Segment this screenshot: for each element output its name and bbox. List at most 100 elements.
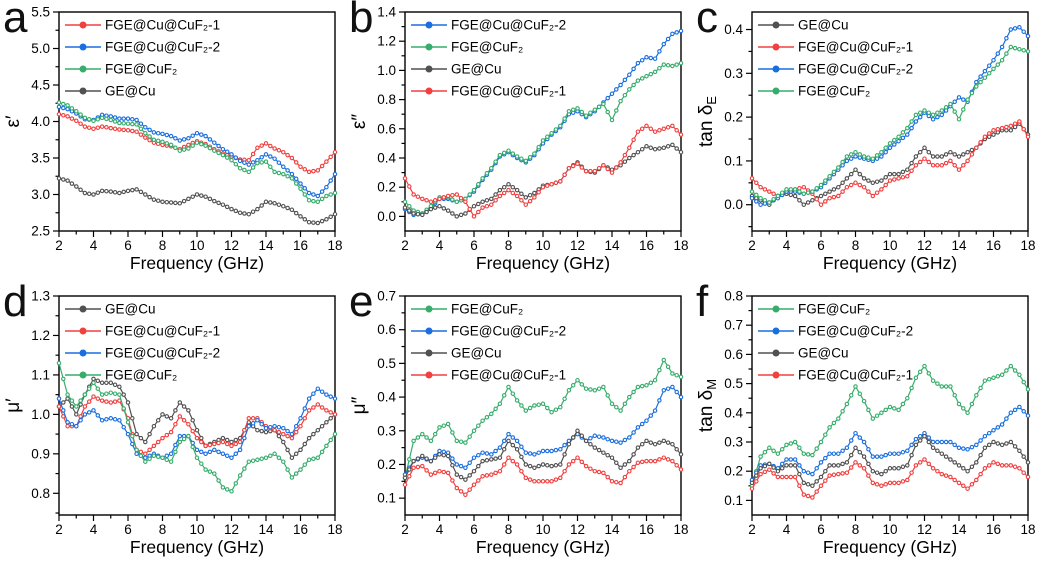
data-point-marker	[767, 189, 772, 194]
data-point-marker	[792, 463, 798, 468]
x-tick-label: 2	[748, 522, 756, 537]
data-point-marker	[99, 124, 105, 129]
data-point-marker	[95, 117, 101, 122]
x-tick-label: 16	[639, 522, 654, 537]
data-point-marker	[995, 441, 1001, 446]
data-point-marker	[510, 184, 516, 190]
data-point-marker	[1012, 45, 1018, 51]
data-point-marker	[836, 165, 841, 170]
data-point-marker	[315, 402, 321, 407]
data-point-marker	[250, 151, 256, 157]
data-point-marker	[285, 205, 290, 211]
data-point-marker	[476, 209, 481, 215]
data-point-marker	[532, 403, 537, 408]
data-point-marker	[480, 450, 485, 455]
data-point-marker	[420, 196, 425, 202]
y-tick-label: 1.2	[377, 34, 396, 49]
x-tick-label: 4	[436, 522, 444, 537]
data-point-marker	[657, 398, 662, 403]
legend-marker-icon	[79, 65, 87, 73]
data-point-marker	[805, 200, 811, 205]
data-point-marker	[263, 429, 269, 435]
data-point-marker	[216, 150, 221, 156]
data-point-marker	[592, 107, 598, 113]
data-point-marker	[866, 407, 871, 413]
legend-marker-icon	[772, 21, 780, 29]
legend-marker-icon	[425, 349, 433, 357]
data-point-marker	[91, 118, 96, 124]
data-point-marker	[324, 159, 329, 164]
data-point-marker	[220, 152, 226, 158]
data-point-marker	[523, 462, 529, 467]
data-point-marker	[614, 439, 619, 444]
data-point-marker	[948, 101, 953, 107]
data-point-marker	[644, 123, 649, 129]
data-point-marker	[527, 463, 533, 469]
data-point-marker	[471, 428, 477, 434]
panel-d-plot: 2 4 6 8 10 12 14 16 180.80.91.01.11.21.3Frequenc…	[3, 289, 343, 558]
data-point-marker	[160, 139, 165, 145]
data-point-marker	[306, 435, 312, 441]
data-point-marker	[61, 113, 66, 118]
data-point-marker	[631, 464, 636, 470]
data-point-marker	[622, 92, 628, 98]
data-point-marker	[246, 169, 252, 175]
data-point-marker	[844, 460, 850, 465]
data-point-marker	[56, 176, 62, 181]
data-point-marker	[289, 171, 295, 177]
x-tick-label: 16	[293, 238, 308, 253]
data-point-marker	[471, 455, 477, 460]
data-point-marker	[900, 175, 906, 180]
data-point-marker	[926, 439, 932, 445]
data-point-marker	[892, 171, 897, 177]
legend-marker-icon	[79, 327, 87, 335]
data-point-marker	[913, 112, 919, 118]
data-point-marker	[952, 393, 957, 398]
data-point-marker	[407, 467, 412, 472]
data-point-marker	[678, 132, 684, 137]
data-point-marker	[130, 433, 135, 439]
panel-c-letter: c	[696, 0, 718, 42]
data-point-marker	[199, 193, 204, 198]
data-point-marker	[943, 473, 949, 478]
data-point-marker	[463, 440, 468, 445]
legend-marker-icon	[425, 327, 433, 335]
data-point-marker	[982, 134, 988, 140]
data-point-marker	[562, 442, 567, 448]
data-point-marker	[463, 477, 468, 482]
data-point-marker	[199, 461, 204, 466]
data-point-marker	[467, 434, 472, 439]
data-point-marker	[194, 455, 200, 461]
data-point-marker	[844, 184, 850, 190]
data-point-marker	[484, 203, 490, 209]
data-point-marker	[827, 463, 832, 468]
data-point-marker	[216, 200, 221, 206]
data-point-marker	[147, 456, 152, 462]
data-point-marker	[775, 474, 781, 480]
x-tick-label: 4	[783, 238, 791, 253]
data-point-marker	[678, 28, 684, 34]
data-point-marker	[332, 149, 338, 155]
data-point-marker	[622, 159, 628, 164]
y-tick-label: 0.8	[31, 486, 50, 501]
data-point-marker	[319, 189, 325, 194]
data-point-marker	[909, 125, 914, 131]
data-point-marker	[168, 429, 174, 435]
data-point-marker	[164, 141, 170, 146]
legend-marker-icon	[772, 349, 780, 357]
data-point-marker	[532, 190, 537, 196]
data-point-marker	[896, 176, 901, 181]
data-point-marker	[797, 198, 802, 203]
data-point-marker	[883, 482, 888, 487]
panel-d-letter: d	[3, 277, 28, 326]
data-point-marker	[328, 214, 333, 220]
data-point-marker	[570, 435, 576, 440]
data-point-marker	[749, 195, 755, 201]
data-point-marker	[424, 456, 429, 461]
data-point-marker	[874, 470, 880, 475]
data-point-marker	[177, 400, 183, 405]
data-point-marker	[952, 163, 957, 168]
data-point-marker	[476, 201, 481, 207]
x-tick-label: 8	[505, 522, 513, 537]
